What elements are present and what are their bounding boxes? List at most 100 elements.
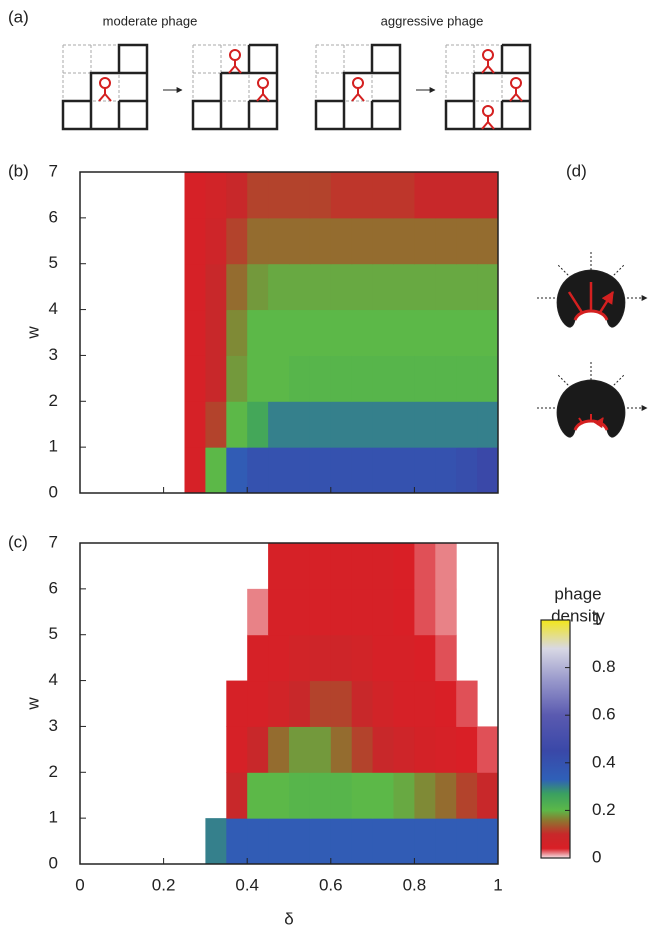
heatmap-cell	[477, 172, 498, 218]
y-axis-label: w	[23, 697, 42, 711]
heatmap-cell	[352, 264, 373, 310]
heatmap-cell	[331, 447, 352, 493]
heatmap-cell	[268, 818, 289, 864]
heatmap-cell	[226, 310, 247, 356]
heatmap-cell	[456, 818, 477, 864]
heatmap-cell	[352, 401, 373, 447]
heatmap-cell	[247, 635, 268, 681]
y-tick-label: 3	[49, 345, 58, 364]
heatmap-cell	[247, 589, 268, 635]
heatmap-cell	[331, 401, 352, 447]
colorbar-tick-label: 1	[592, 609, 601, 628]
heatmap-cell	[435, 218, 456, 264]
heatmap-cell	[373, 589, 394, 635]
heatmap-cell	[394, 681, 415, 727]
heatmap-cell	[310, 681, 331, 727]
heatmap-cell	[373, 818, 394, 864]
heatmap-cell	[331, 589, 352, 635]
y-tick-label: 1	[49, 808, 58, 827]
heatmap-cell	[373, 726, 394, 772]
panel-a-caption: moderate phage	[103, 13, 198, 28]
heatmap-cell	[205, 218, 226, 264]
y-tick-label: 4	[49, 299, 58, 318]
x-tick-label: 0	[75, 875, 84, 894]
heatmap-cell	[477, 447, 498, 493]
heatmap-cell	[435, 772, 456, 818]
heatmap-cell	[456, 264, 477, 310]
heatmap-cell	[477, 355, 498, 401]
y-tick-label: 7	[49, 532, 58, 551]
heatmap-cell	[226, 218, 247, 264]
panel-a-caption: aggressive phage	[381, 13, 484, 28]
y-tick-label: 1	[49, 437, 58, 456]
heatmap-cell	[456, 218, 477, 264]
heatmap-cell	[435, 589, 456, 635]
heatmap-cell	[310, 589, 331, 635]
heatmap-cell	[226, 355, 247, 401]
heatmap-cell	[185, 401, 206, 447]
heatmap-cell	[456, 726, 477, 772]
colorbar	[541, 620, 570, 858]
heatmap-cell	[185, 264, 206, 310]
heatmap-cell	[226, 401, 247, 447]
heatmap-cell	[394, 726, 415, 772]
heatmap-cell	[394, 772, 415, 818]
heatmap-cell	[477, 218, 498, 264]
heatmap-cell	[435, 355, 456, 401]
y-tick-label: 3	[49, 716, 58, 735]
heatmap-cell	[331, 355, 352, 401]
heatmap-cell	[414, 447, 435, 493]
y-tick-label: 6	[49, 207, 58, 226]
heatmap-cell	[268, 264, 289, 310]
heatmap-cell	[205, 818, 226, 864]
panel-label: (c)	[8, 532, 28, 551]
heatmap-cell	[247, 681, 268, 727]
heatmap-cell	[247, 818, 268, 864]
heatmap-cell	[373, 310, 394, 356]
heatmap-cell	[268, 218, 289, 264]
heatmap-cell	[289, 772, 310, 818]
heatmap-cell	[373, 355, 394, 401]
heatmap-cell	[226, 772, 247, 818]
heatmap-cell	[185, 447, 206, 493]
y-tick-label: 5	[49, 624, 58, 643]
heatmap-cell	[268, 310, 289, 356]
heatmap-cell	[414, 264, 435, 310]
heatmap-cell	[310, 447, 331, 493]
heatmap-cell	[289, 172, 310, 218]
heatmap-cell	[435, 310, 456, 356]
heatmap-cell	[268, 635, 289, 681]
heatmap-cell	[331, 218, 352, 264]
heatmap-cell	[289, 681, 310, 727]
heatmap-cell	[310, 772, 331, 818]
heatmap-cell	[394, 818, 415, 864]
heatmap-cell	[289, 589, 310, 635]
heatmap-cell	[268, 726, 289, 772]
heatmap-cell	[205, 447, 226, 493]
heatmap-cell	[268, 401, 289, 447]
heatmap-cell	[310, 264, 331, 310]
heatmap-cell	[310, 726, 331, 772]
heatmap-cell	[247, 310, 268, 356]
heatmap-cell	[247, 355, 268, 401]
heatmap-cell	[185, 218, 206, 264]
heatmap-cell	[268, 172, 289, 218]
heatmap-cell	[414, 635, 435, 681]
heatmap-cell	[414, 310, 435, 356]
heatmap-cell	[477, 310, 498, 356]
heatmap-cell	[373, 681, 394, 727]
heatmap-cell	[477, 772, 498, 818]
heatmap-cell	[352, 310, 373, 356]
heatmap-cell	[414, 681, 435, 727]
heatmap-cell	[394, 355, 415, 401]
heatmap-cell	[205, 401, 226, 447]
heatmap-cell	[352, 681, 373, 727]
heatmap-cell	[289, 355, 310, 401]
heatmap-cell	[289, 264, 310, 310]
x-tick-label: 1	[493, 875, 502, 894]
heatmap-cell	[414, 726, 435, 772]
heatmap-cell	[226, 818, 247, 864]
heatmap-cell	[289, 218, 310, 264]
heatmap-cell	[310, 172, 331, 218]
heatmap-cell	[289, 635, 310, 681]
